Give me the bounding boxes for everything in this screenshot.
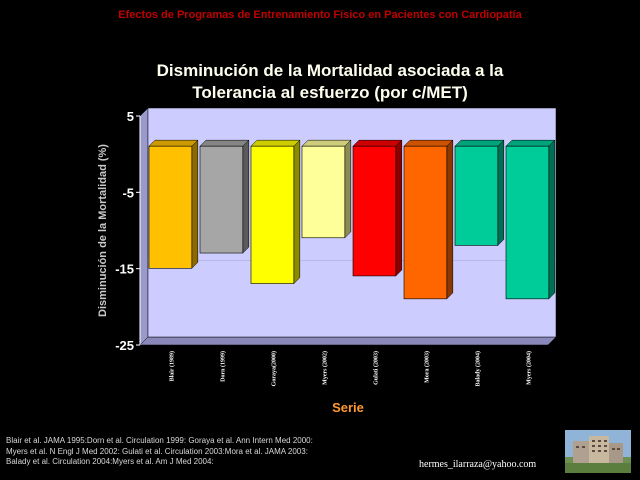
plot-floor: [139, 336, 557, 346]
plot-side-wall: [139, 107, 149, 346]
bar-top: [148, 139, 199, 147]
category-label: Myers (2002): [321, 351, 328, 385]
bar-side: [446, 139, 454, 300]
chart-title-line-1: Disminución de la Mortalidad asociada a …: [156, 61, 504, 80]
bar-side: [344, 139, 352, 239]
reference-line-2: Myers et al. N Engl J Med 2002: Gulati e…: [6, 446, 308, 456]
category-label: Balady (2004): [474, 351, 481, 387]
slide-header: Efectos de Programas de Entrenamiento Fí…: [118, 9, 522, 21]
reference-line-3: Balady et al. Circulation 2004:Myers et …: [6, 457, 214, 466]
bar: [403, 145, 448, 300]
x-axis-title: Serie: [332, 400, 364, 415]
category-label: Myers (2004): [525, 351, 532, 385]
y-tick-label: 5: [127, 109, 134, 124]
y-tick-label: -5: [122, 185, 134, 200]
y-tick-label: -25: [115, 338, 134, 353]
bar-side: [548, 139, 556, 300]
bar: [199, 145, 244, 254]
category-label: Dorn (1999): [219, 351, 226, 382]
chart-title: Disminución de la Mortalidad asociada a …: [100, 60, 560, 104]
bar: [505, 145, 550, 300]
bar-top: [403, 139, 454, 147]
references: Blair et al. JAMA 1995:Dorn et al. Circu…: [6, 436, 313, 468]
author-email: hermes_ilarraza@yahoo.com: [419, 459, 537, 470]
bar-side: [242, 139, 250, 254]
bar-top: [250, 139, 301, 147]
y-tick-label: -15: [115, 262, 134, 277]
bar-side: [293, 139, 301, 285]
bar: [352, 145, 397, 277]
bar: [301, 145, 346, 239]
y-axis-title: Disminución de la Mortalidad (%): [97, 144, 109, 317]
bar-top: [454, 139, 505, 147]
bar-top: [352, 139, 403, 147]
bar-top: [301, 139, 352, 147]
chart-title-line-2: Tolerancia al esfuerzo (por c/MET): [192, 83, 468, 102]
category-label: Blair (1989): [168, 351, 175, 381]
reference-line-1: Blair et al. JAMA 1995:Dorn et al. Circu…: [6, 436, 313, 445]
category-label: Mora (2003): [423, 351, 430, 383]
bar-top: [505, 139, 556, 147]
bar: [454, 145, 499, 246]
category-label: Gulati (2003): [372, 351, 379, 385]
bar: [250, 145, 295, 284]
category-label: Goraya(2000): [270, 351, 277, 386]
bar-top: [199, 139, 250, 147]
bar-side: [395, 139, 403, 277]
bar-side: [191, 139, 199, 269]
hospital-building-photo-icon: [565, 430, 631, 473]
bar: [148, 145, 193, 269]
bar-side: [497, 139, 505, 247]
